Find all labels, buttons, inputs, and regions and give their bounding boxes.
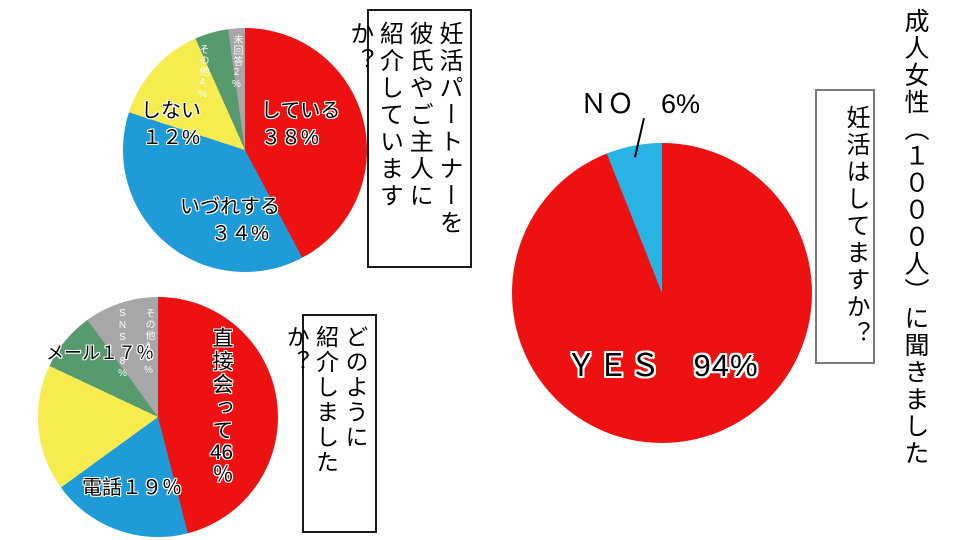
slice-label-text: SNS 8%: [117, 308, 128, 380]
slice-label-text: いづれする: [180, 196, 280, 218]
pie-slice-label-sonota2: その他10%: [141, 308, 156, 377]
question-line: 紹介していますか？: [345, 21, 403, 210]
question-box-doing-ninkatsu: 妊活はしてますか？: [815, 89, 875, 364]
pie-chart-partner-intro: している ３８% いづれする ３４% しない １２% その他4% 未回答2%: [123, 28, 367, 272]
slice-label-text: ＮＯ 6%: [580, 89, 701, 119]
question-line: 妊活はしてますか？: [842, 105, 869, 348]
pie-slice-label-sns: SNS 8%: [117, 308, 128, 380]
slice-label-text: メール１７％: [46, 343, 154, 363]
question-line: 彼氏やご主人に: [405, 21, 433, 210]
question-line: どのように: [342, 325, 368, 450]
pie-slice-label-izuresuru: いづれする ３４%: [168, 194, 292, 248]
question-box-how-introduced: どのように 紹介しましたか？: [283, 314, 377, 533]
slice-value-text: １２%: [142, 127, 200, 149]
pie-doing-ninkatsu: [512, 143, 812, 443]
slice-value-text: 46: [209, 442, 234, 463]
page-title: 成人女性（１０００人）に聞きました: [901, 8, 929, 467]
slice-value-text: ３８%: [261, 127, 319, 149]
slice-label-text: ＹＥＳ 94%: [565, 348, 759, 383]
pie-chart-how-introduced: 直接会って46％ 電話１９％ メール１７％ SNS 8% その他10%: [38, 297, 278, 537]
pie-chart-doing-ninkatsu: ＮＯ 6% ＹＥＳ 94%: [500, 80, 830, 450]
slice-unit-text: ％: [210, 463, 233, 486]
pie-slice-label-mail: メール１７％: [46, 339, 154, 365]
slice-label-text: している: [261, 100, 341, 122]
slice-label-text: その他4%: [197, 44, 208, 101]
slice-label-text: しない: [141, 100, 201, 122]
pie-slice-label-shinai: しない １２%: [129, 98, 213, 152]
pie-how-introduced: [38, 297, 278, 537]
slice-value-text: ３４%: [191, 223, 269, 245]
pie-slice-label-denwa: 電話１９％: [82, 471, 182, 500]
pie-slice-label-yes: ＹＥＳ 94%: [512, 340, 812, 385]
pie-slice-label-shiteiru: している ３８%: [261, 98, 340, 152]
pie-partner-intro: [123, 28, 367, 272]
question-line: 妊活パートナーを: [435, 21, 462, 237]
slice-label-text: 未回答2%: [231, 34, 242, 91]
question-box-partner-intro: 妊活パートナーを 彼氏やご主人に 紹介していますか？: [346, 9, 472, 268]
question-line: 紹介しましたか？: [283, 325, 339, 475]
pie-slice-label-mikaito: 未回答2%: [229, 34, 244, 91]
slice-label-text: 直接会って: [210, 327, 233, 442]
pie-slice-label-chokusetsu: 直接会って46％: [206, 327, 236, 486]
slice-label-text: その他10%: [143, 308, 154, 377]
pie-slice-label-no: ＮＯ 6%: [580, 82, 700, 121]
pie-slice-label-sonota: その他4%: [195, 44, 210, 101]
slice-label-text: 電話１９％: [82, 477, 182, 499]
